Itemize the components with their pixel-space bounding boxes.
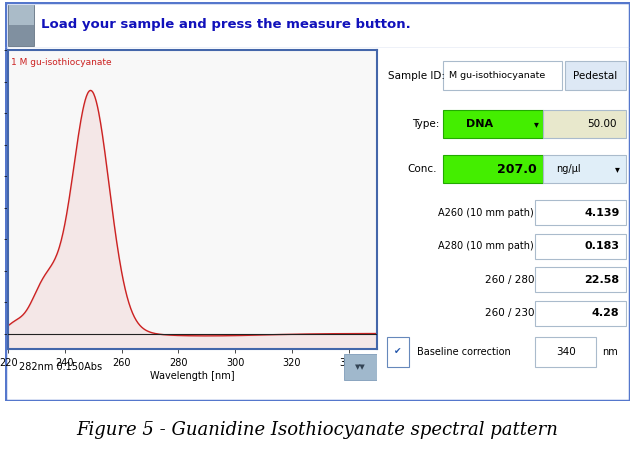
Text: Pedestal: Pedestal	[573, 71, 617, 81]
FancyBboxPatch shape	[543, 155, 625, 183]
Text: Figure 5 - Guanidine Isothiocyanate spectral pattern: Figure 5 - Guanidine Isothiocyanate spec…	[77, 421, 558, 439]
Text: M gu-isothiocyanate: M gu-isothiocyanate	[449, 71, 545, 80]
Text: 22.58: 22.58	[584, 275, 619, 285]
FancyBboxPatch shape	[543, 110, 625, 138]
Text: 0.183: 0.183	[584, 241, 619, 251]
Text: 282nm 0.150Abs: 282nm 0.150Abs	[19, 362, 102, 372]
FancyBboxPatch shape	[535, 267, 625, 292]
Text: 1 M gu-isothiocyanate: 1 M gu-isothiocyanate	[11, 59, 112, 67]
Text: ▾: ▾	[534, 119, 539, 129]
Text: Sample ID:: Sample ID:	[388, 71, 445, 81]
FancyBboxPatch shape	[443, 61, 562, 90]
Text: 207.0: 207.0	[497, 163, 537, 176]
Text: 260 / 280: 260 / 280	[485, 275, 534, 285]
Text: ▾: ▾	[615, 164, 619, 174]
FancyBboxPatch shape	[535, 301, 625, 326]
FancyBboxPatch shape	[565, 61, 625, 90]
Text: ✔: ✔	[394, 347, 401, 356]
Text: «: «	[378, 361, 385, 374]
Text: 4.28: 4.28	[592, 308, 619, 318]
Text: A280 (10 mm path): A280 (10 mm path)	[438, 241, 534, 251]
Text: A260 (10 mm path): A260 (10 mm path)	[438, 208, 534, 218]
Text: Conc.: Conc.	[408, 164, 437, 174]
Text: 50.00: 50.00	[587, 119, 617, 129]
FancyBboxPatch shape	[344, 354, 377, 380]
FancyBboxPatch shape	[387, 337, 409, 366]
FancyBboxPatch shape	[9, 5, 34, 25]
X-axis label: Wavelength [nm]: Wavelength [nm]	[150, 371, 235, 381]
Text: 4.139: 4.139	[584, 208, 619, 218]
FancyBboxPatch shape	[8, 5, 34, 46]
Text: Type:: Type:	[412, 119, 439, 129]
Text: Baseline correction: Baseline correction	[417, 347, 511, 357]
Text: 260 / 230: 260 / 230	[485, 308, 534, 318]
Text: 340: 340	[556, 347, 576, 357]
FancyBboxPatch shape	[535, 200, 625, 225]
FancyBboxPatch shape	[535, 234, 625, 259]
FancyBboxPatch shape	[535, 337, 596, 366]
Text: DNA: DNA	[466, 119, 493, 129]
Text: ng/μl: ng/μl	[556, 164, 581, 174]
Text: Load your sample and press the measure button.: Load your sample and press the measure b…	[41, 18, 411, 31]
FancyBboxPatch shape	[443, 110, 543, 138]
Text: nm: nm	[602, 347, 618, 357]
FancyBboxPatch shape	[443, 155, 543, 183]
Text: ▼▼: ▼▼	[355, 364, 366, 370]
